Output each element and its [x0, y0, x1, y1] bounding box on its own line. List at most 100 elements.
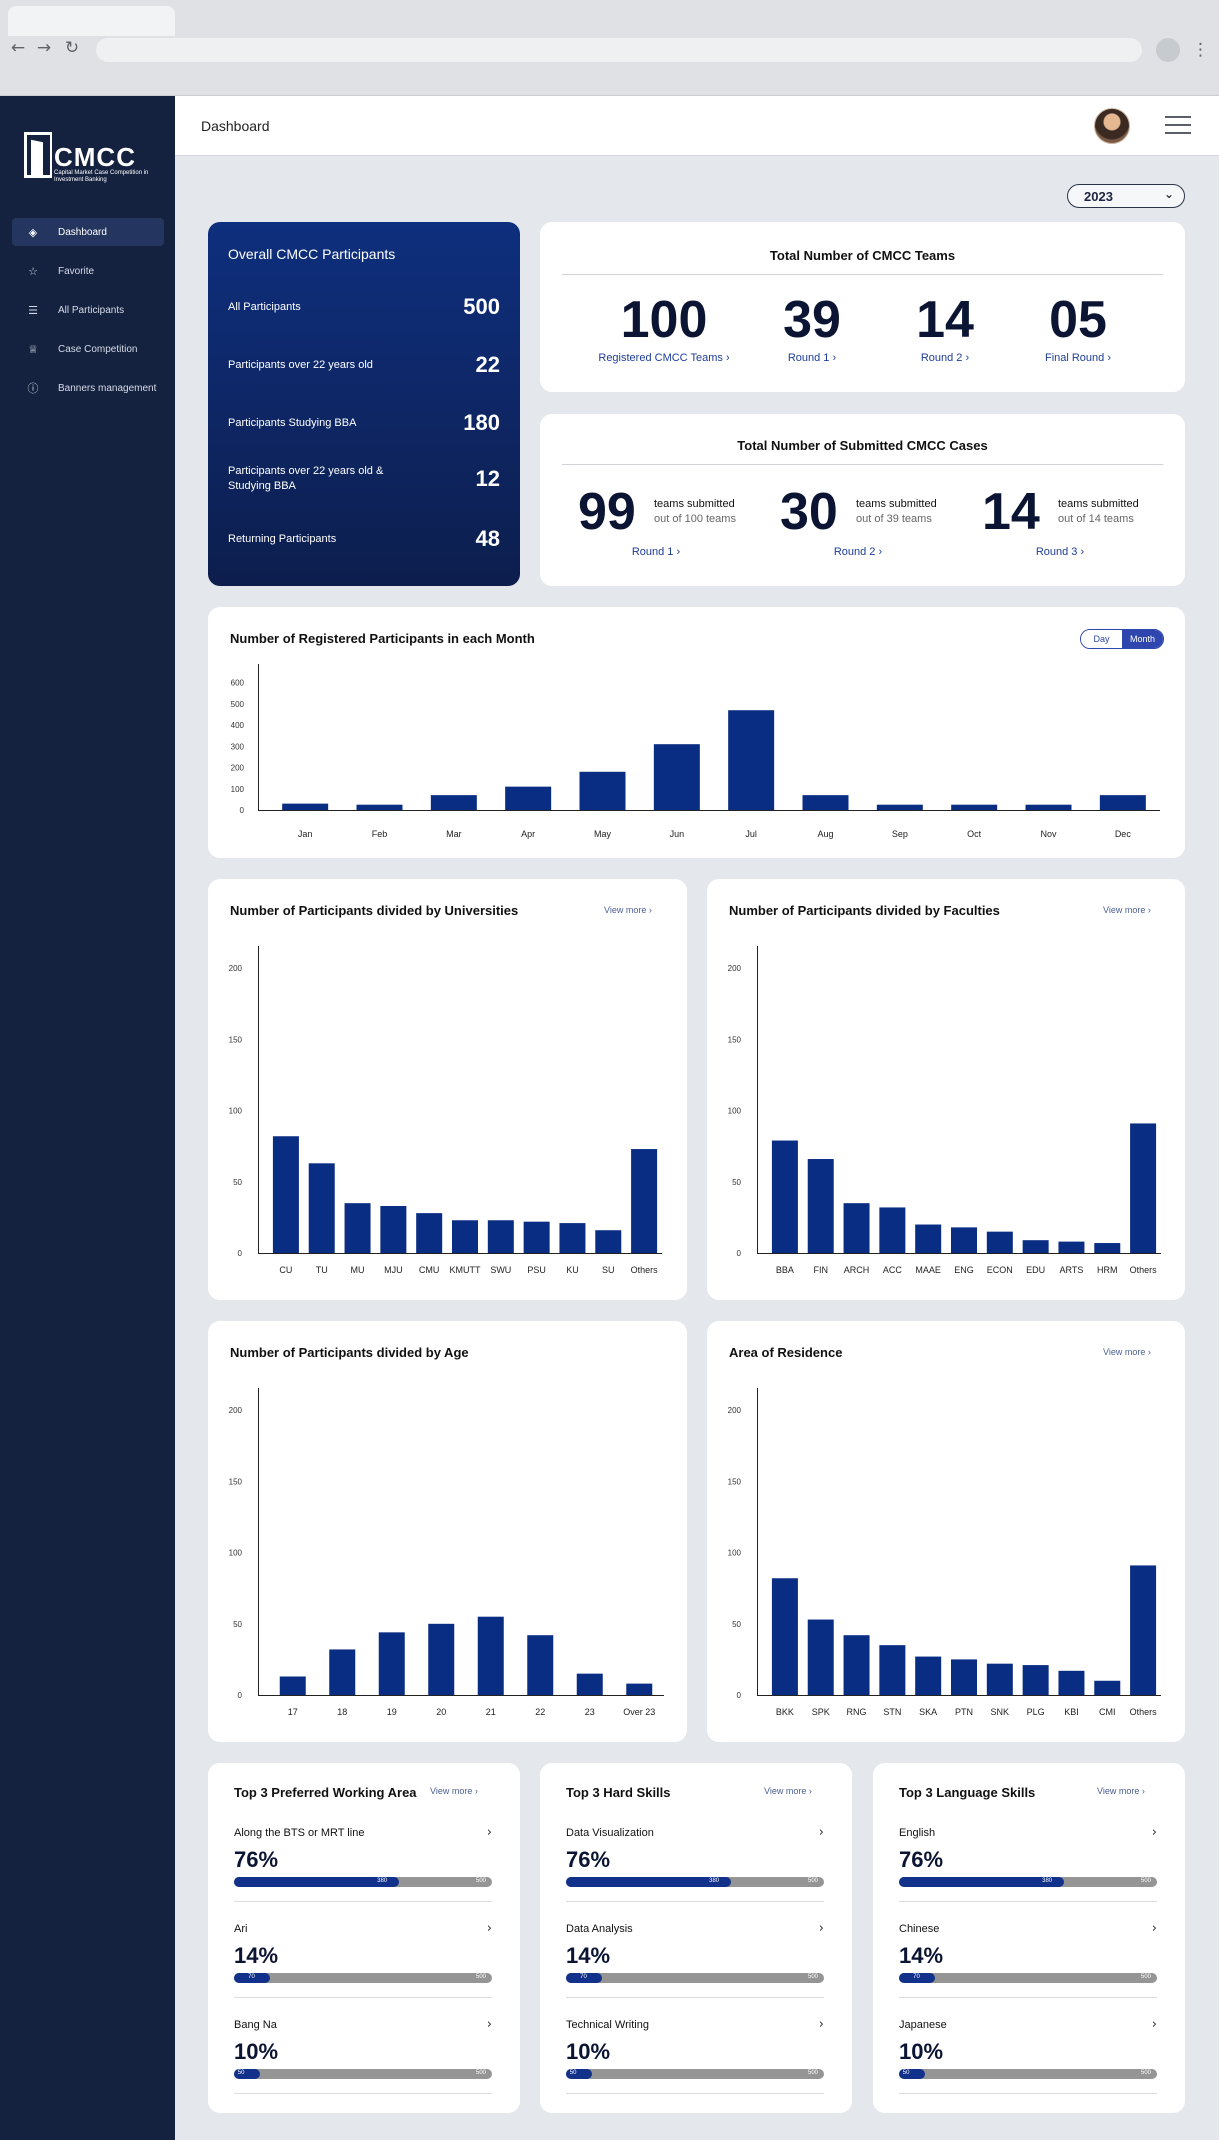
y-tick-label: 150 — [229, 1035, 243, 1044]
participants-row-label: Participants over 22 years old — [228, 358, 373, 371]
cases-stat-link[interactable]: Round 3 › — [1035, 546, 1085, 558]
view-more-link[interactable]: View more › — [430, 1786, 478, 1796]
skill-item[interactable]: Along the BTS or MRT line › 76% 380 500 — [234, 1825, 492, 1902]
working-area-card: Top 3 Preferred Working Area View more › A… — [208, 1763, 520, 2113]
browser-tab[interactable] — [8, 6, 175, 36]
cases-stat-line2: out of 39 teams — [856, 513, 932, 525]
hamburger-menu-icon[interactable] — [1165, 116, 1191, 134]
toggle-month[interactable]: Month — [1122, 630, 1163, 648]
skill-progress-count: 50 — [902, 2070, 910, 2076]
toggle-day[interactable]: Day — [1081, 630, 1122, 648]
chart-title: Number of Participants divided by Univer… — [230, 903, 519, 918]
view-more-link[interactable]: View more › — [764, 1786, 812, 1796]
sidebar-item-banners-management[interactable]: ⓘ Banners management — [12, 374, 164, 402]
skill-item-name: Bang Na — [234, 2019, 277, 2031]
y-tick-label: 100 — [229, 1549, 243, 1558]
chevron-right-icon[interactable]: › — [818, 1825, 824, 1840]
skill-item[interactable]: Data Analysis › 14% 70 500 — [566, 1921, 824, 1998]
participants-row-label: Participants over 22 years old & Studyin… — [228, 465, 384, 492]
cases-stat-link[interactable]: Round 2 › — [833, 546, 883, 558]
bar — [915, 1224, 942, 1253]
chevron-right-icon[interactable]: › — [818, 1921, 824, 1936]
skill-item[interactable]: Data Visualization › 76% 380 500 — [566, 1825, 824, 1902]
x-tick-label: ENG — [954, 1265, 974, 1275]
chevron-right-icon[interactable]: › — [1151, 1921, 1157, 1936]
bar — [1094, 1680, 1121, 1695]
day-month-toggle[interactable]: Day Month — [1080, 629, 1164, 649]
skill-item[interactable]: Japanese › 10% 50 500 — [899, 2017, 1157, 2094]
teams-card: Total Number of CMCC Teams 100 Registere… — [540, 222, 1185, 392]
skill-item[interactable]: English › 76% 380 500 — [899, 1825, 1157, 1902]
year-select[interactable]: 2023 ⌄ — [1067, 184, 1185, 208]
y-tick-label: 50 — [732, 1620, 741, 1629]
brand-name: CMCC — [54, 142, 136, 172]
cases-stat-value: 99 — [578, 483, 636, 541]
bar — [1094, 1243, 1121, 1253]
sidebar-item-case-competition[interactable]: ♕ Case Competition — [12, 335, 164, 363]
bar — [807, 1619, 834, 1695]
x-tick-label: Others — [1130, 1707, 1158, 1717]
cases-stat-link[interactable]: Round 1 › — [631, 546, 681, 558]
browser-menu-icon[interactable]: ⋮ — [1192, 40, 1209, 60]
skill-item[interactable]: Ari › 14% 70 500 — [234, 1921, 492, 1998]
sidebar-item-all-participants[interactable]: ☰ All Participants — [12, 296, 164, 324]
view-more-link[interactable]: View more › — [1103, 905, 1151, 915]
skill-item[interactable]: Bang Na › 10% 50 500 — [234, 2017, 492, 2094]
teams-stat-link[interactable]: Registered CMCC Teams › — [598, 352, 730, 364]
sidebar-menu: ◈ Dashboard ☆ Favorite ☰ All Participant… — [12, 218, 164, 413]
participants-row: Returning Participants 48 — [228, 526, 500, 552]
forward-arrow-icon[interactable]: → — [36, 38, 52, 58]
sidebar-item-favorite[interactable]: ☆ Favorite — [12, 257, 164, 285]
bar — [951, 1659, 977, 1695]
bar — [1130, 1123, 1157, 1253]
skill-item-percent: 14% — [234, 1943, 279, 1968]
chevron-right-icon[interactable]: › — [486, 1825, 492, 1840]
cmcc-logo[interactable]: CMCC Capital Market Case Competition in … — [24, 132, 154, 186]
address-bar[interactable] — [96, 38, 1142, 62]
skill-item[interactable]: Chinese › 14% 70 500 — [899, 1921, 1157, 1998]
teams-stat-link[interactable]: Round 1 › — [787, 352, 837, 364]
chart-title: Number of Participants divided by Facult… — [729, 903, 1000, 918]
view-more-link[interactable]: View more › — [1097, 1786, 1145, 1796]
skill-progress-fill — [566, 1973, 603, 1983]
y-tick-label: 150 — [728, 1477, 742, 1486]
view-more-link[interactable]: View more › — [1103, 1347, 1151, 1357]
chevron-right-icon[interactable]: › — [1151, 1825, 1157, 1840]
view-more-link[interactable]: View more › — [604, 905, 652, 915]
x-tick-label: 22 — [535, 1707, 545, 1717]
chevron-right-icon[interactable]: › — [486, 1921, 492, 1936]
x-tick-label: 23 — [585, 1707, 595, 1717]
skill-item-divider — [899, 1901, 1157, 1902]
browser-profile-icon[interactable] — [1156, 38, 1180, 62]
x-tick-label: HRM — [1097, 1265, 1118, 1275]
browser-toolbar: ← → ↻ ⋮ — [0, 0, 1219, 96]
bar — [876, 804, 923, 810]
x-tick-label: BBA — [776, 1265, 794, 1275]
x-tick-label: BKK — [776, 1707, 794, 1717]
skill-progress-max: 500 — [475, 1974, 486, 1980]
x-tick-label: TU — [316, 1265, 328, 1275]
sidebar-item-dashboard[interactable]: ◈ Dashboard — [12, 218, 164, 246]
skill-item[interactable]: Technical Writing › 10% 50 500 — [566, 2017, 824, 2094]
user-avatar[interactable] — [1094, 108, 1130, 144]
chevron-right-icon[interactable]: › — [1151, 2017, 1157, 2032]
back-arrow-icon[interactable]: ← — [10, 38, 26, 58]
skill-progress-count: 50 — [237, 2070, 245, 2076]
skill-progress-fill — [234, 2069, 260, 2079]
y-tick-label: 300 — [231, 742, 245, 751]
y-tick-label: 0 — [238, 1249, 243, 1258]
bar — [728, 710, 775, 810]
reload-icon[interactable]: ↻ — [64, 38, 80, 58]
x-tick-label: Jul — [745, 829, 757, 839]
skill-item-divider — [234, 2093, 492, 2094]
teams-stat-link[interactable]: Final Round › — [1044, 352, 1112, 364]
skill-item-percent: 76% — [899, 1847, 944, 1872]
chevron-right-icon[interactable]: › — [486, 2017, 492, 2032]
x-tick-label: Aug — [817, 829, 833, 839]
x-tick-label: CMI — [1099, 1707, 1116, 1717]
skill-progress-count: 380 — [377, 1878, 388, 1884]
sidebar-item-label: Dashboard — [58, 226, 107, 238]
bar — [843, 1635, 870, 1695]
chevron-right-icon[interactable]: › — [818, 2017, 824, 2032]
teams-stat-link[interactable]: Round 2 › — [920, 352, 970, 364]
